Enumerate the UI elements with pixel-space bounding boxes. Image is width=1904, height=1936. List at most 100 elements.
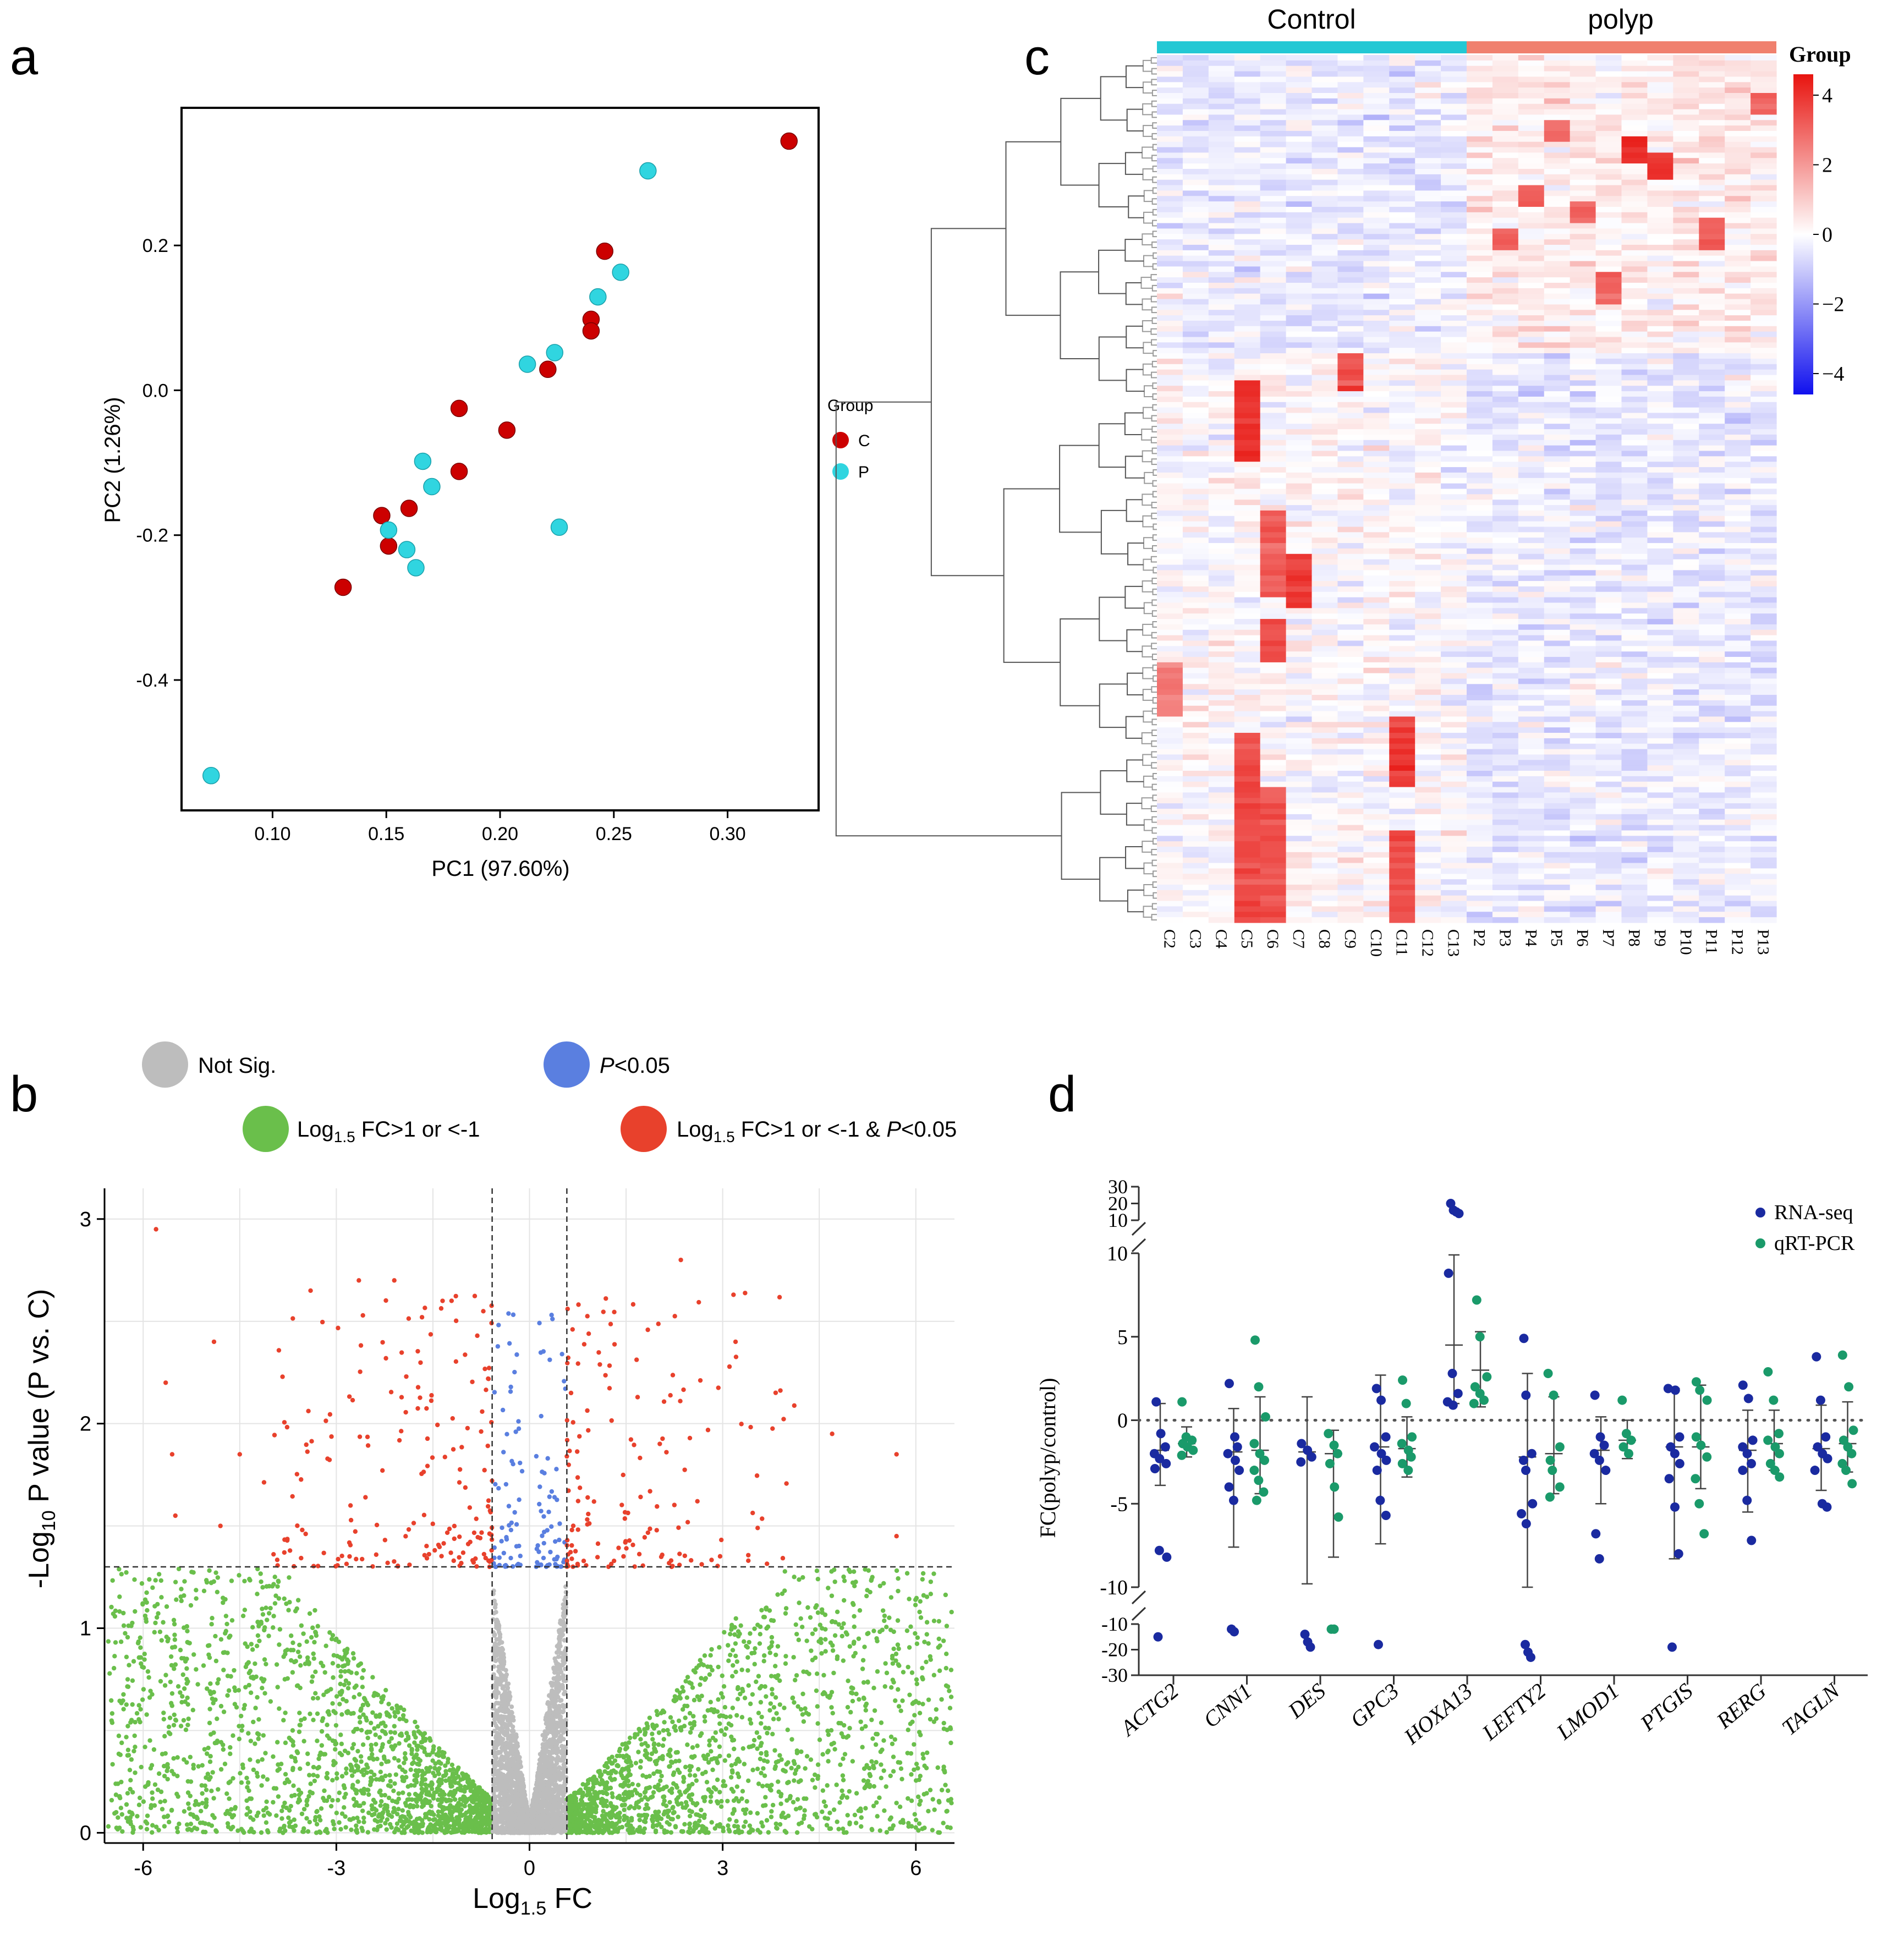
heatmap-cell bbox=[1467, 472, 1493, 479]
heatmap-cell bbox=[1415, 505, 1441, 511]
heatmap-cell bbox=[1725, 65, 1751, 72]
heatmap-cell bbox=[1415, 830, 1441, 836]
heatmap-cell bbox=[1312, 320, 1338, 327]
heatmap-cell bbox=[1570, 60, 1596, 67]
heatmap-cell bbox=[1260, 288, 1287, 294]
heatmap-cell bbox=[1699, 168, 1725, 175]
heatmap-cell bbox=[1286, 803, 1313, 809]
heatmap-cell bbox=[1492, 852, 1519, 858]
heatmap-cell bbox=[1492, 293, 1519, 300]
heatmap-dendrogram-branch bbox=[1124, 585, 1144, 609]
heatmap-cell bbox=[1337, 125, 1364, 131]
heatmap-cell bbox=[1337, 787, 1364, 793]
heatmap-cell bbox=[1208, 196, 1235, 202]
heatmap-cell bbox=[1260, 895, 1287, 902]
heatmap-dendrogram-branch bbox=[1143, 407, 1153, 419]
heatmap-cell bbox=[1751, 217, 1777, 224]
heatmap-cell bbox=[1337, 320, 1364, 327]
heatmap-cell bbox=[1751, 646, 1777, 652]
heatmap-cell bbox=[1312, 478, 1338, 484]
heatmap-cell bbox=[1621, 369, 1648, 376]
volcano-point-fc bbox=[407, 1792, 411, 1797]
heatmap-cell bbox=[1312, 564, 1338, 571]
heatmap-cell bbox=[1389, 462, 1415, 468]
heatmap-cell bbox=[1286, 483, 1313, 490]
heatmap-cell bbox=[1570, 71, 1596, 78]
heatmap-cell bbox=[1544, 60, 1571, 67]
heatmap-cell bbox=[1286, 472, 1313, 479]
heatmap-cell bbox=[1337, 700, 1364, 706]
volcano-panel: Not Sig. P<0.05 Log1.5 FC>1 or <-1 Log1.… bbox=[23, 1041, 957, 1919]
heatmap-cell bbox=[1363, 711, 1390, 717]
heatmap-dendrogram-branch bbox=[1126, 369, 1145, 392]
heatmap-cell bbox=[1389, 136, 1415, 142]
heatmap-cell bbox=[1544, 152, 1571, 158]
heatmap-cell bbox=[1157, 597, 1183, 604]
heatmap-cell bbox=[1725, 868, 1751, 874]
heatmap-cell bbox=[1312, 158, 1338, 164]
heatmap-cell bbox=[1751, 765, 1777, 771]
heatmap-cell bbox=[1260, 483, 1287, 490]
heatmap-cell bbox=[1157, 809, 1183, 815]
heatmap-cell bbox=[1337, 364, 1364, 370]
heatmap-cell bbox=[1570, 315, 1596, 321]
heatmap-cell bbox=[1182, 76, 1209, 83]
heatmap-cell bbox=[1286, 847, 1313, 853]
heatmap-dendrogram-branch bbox=[1151, 730, 1157, 736]
heatmap-cell bbox=[1441, 320, 1467, 327]
heatmap-cell bbox=[1415, 358, 1441, 365]
volcano-point-fc bbox=[160, 1807, 165, 1812]
heatmap-cell bbox=[1208, 673, 1235, 679]
heatmap-cell bbox=[1621, 418, 1648, 424]
volcano-point-fc bbox=[920, 1665, 925, 1671]
heatmap-cell bbox=[1751, 342, 1777, 348]
heatmap-cell bbox=[1182, 700, 1209, 706]
heatmap-cell bbox=[1518, 689, 1545, 695]
heatmap-cell bbox=[1751, 695, 1777, 701]
heatmap-cell bbox=[1312, 185, 1338, 191]
heatmap-cell bbox=[1441, 147, 1467, 153]
heatmap-cell bbox=[1286, 255, 1313, 262]
volcano-point-fc bbox=[378, 1788, 383, 1794]
heatmap-cell bbox=[1492, 689, 1519, 695]
heatmap-cell bbox=[1337, 608, 1364, 614]
heatmap-cell bbox=[1260, 98, 1287, 105]
volcano-point-fc bbox=[793, 1622, 798, 1627]
heatmap-cell bbox=[1182, 65, 1209, 72]
heatmap-cell bbox=[1544, 261, 1571, 267]
heatmap-cell bbox=[1363, 738, 1390, 744]
heatmap-cell bbox=[1312, 114, 1338, 120]
heatmap-cell bbox=[1699, 705, 1725, 712]
heatmap-cell bbox=[1621, 326, 1648, 332]
heatmap-cell bbox=[1389, 168, 1415, 175]
heatmap-cell bbox=[1208, 348, 1235, 354]
heatmap-cell bbox=[1673, 201, 1699, 207]
heatmap-cell bbox=[1492, 331, 1519, 338]
heatmap-cell bbox=[1467, 456, 1493, 462]
heatmap-cell bbox=[1492, 152, 1519, 158]
heatmap-cell bbox=[1312, 591, 1338, 598]
heatmap-cell bbox=[1647, 141, 1673, 148]
heatmap-cell bbox=[1595, 836, 1622, 842]
heatmap-cell bbox=[1544, 792, 1571, 798]
heatmap-cell bbox=[1157, 65, 1183, 72]
heatmap-cell bbox=[1725, 798, 1751, 804]
heatmap-cell bbox=[1699, 635, 1725, 641]
heatmap-cell bbox=[1467, 310, 1493, 316]
volcano-point-fc bbox=[358, 1720, 363, 1725]
heatmap-cell bbox=[1286, 711, 1313, 717]
heatmap-cell bbox=[1699, 429, 1725, 435]
heatmap-cell bbox=[1467, 847, 1493, 853]
heatmap-cell bbox=[1182, 890, 1209, 896]
heatmap-cell bbox=[1595, 586, 1622, 593]
pca-legend-c-label: C bbox=[858, 432, 870, 450]
heatmap-cell bbox=[1389, 559, 1415, 566]
heatmap-cell bbox=[1312, 575, 1338, 582]
heatmap-cell bbox=[1157, 196, 1183, 202]
heatmap-cell bbox=[1363, 315, 1390, 321]
heatmap-cell bbox=[1157, 158, 1183, 164]
heatmap-cell bbox=[1234, 120, 1261, 126]
heatmap-cell bbox=[1415, 130, 1441, 137]
heatmap-cell bbox=[1673, 478, 1699, 484]
heatmap-cell bbox=[1725, 906, 1751, 912]
